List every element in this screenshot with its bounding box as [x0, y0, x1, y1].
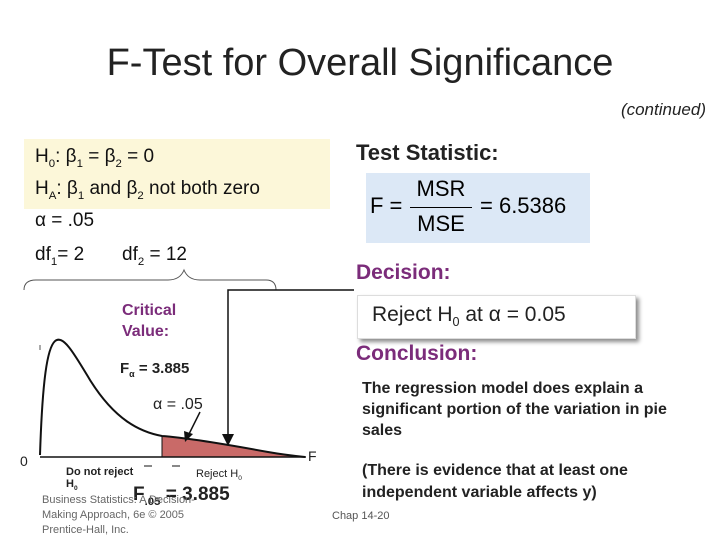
formula-lhs: F = [370, 193, 403, 218]
test-statistic-label: Test Statistic: [356, 140, 499, 165]
df1: df1= 2 [35, 244, 85, 268]
alpha-arrow-line [187, 411, 201, 437]
do-not-reject-label: Do not reject H0 [66, 466, 134, 493]
critical-value-label: Critical Value: [122, 302, 177, 340]
df2: df2 = 12 [122, 244, 187, 268]
f-alpha-value: Fα = 3.885 [120, 360, 190, 379]
alpha-level: α = .05 [35, 210, 95, 231]
hypotheses-box [24, 139, 330, 209]
decision-text: Reject H0 at α = 0.05 [372, 303, 566, 330]
decision-label: Decision: [356, 261, 451, 284]
f-critical-value: F.05 = 3.885 [133, 484, 230, 508]
chapter-label: Chap 14-20 [332, 510, 390, 522]
continued-label: (continued) [620, 100, 706, 119]
reject-region-label: Reject H0 [196, 468, 242, 483]
decision-box [357, 295, 636, 339]
test-stat-arrow-line [227, 289, 354, 438]
test-stat-arrow-head [222, 434, 234, 446]
conclusion-text: The regression model does explain a sign… [362, 380, 667, 439]
alternative-hypothesis: HA: β1 and β2 not both zero [35, 178, 260, 202]
alpha-region-label: α = .05 [153, 396, 203, 413]
formula-denominator: MSE [417, 211, 465, 236]
curly-brace [23, 268, 277, 291]
formula-rhs: = 6.5386 [480, 193, 567, 218]
conclusion-label: Conclusion: [356, 342, 478, 365]
fraction-bar [410, 207, 472, 208]
alpha-arrow-head [184, 431, 193, 442]
formula-box: F = MSR MSE = 6.5386 [366, 173, 590, 243]
evidence-text: (There is evidence that at least one ind… [362, 462, 628, 501]
f-curve [39, 338, 306, 458]
slide-title: F-Test for Overall Significance [106, 42, 614, 84]
null-hypothesis: H0: β1 = β2 = 0 [35, 146, 155, 170]
formula-numerator: MSR [416, 176, 466, 201]
footer-source: Business Statistics: A Decision-Making A… [42, 494, 195, 536]
axis-origin: 0 [20, 453, 28, 469]
axis-f-label: F [308, 448, 317, 464]
